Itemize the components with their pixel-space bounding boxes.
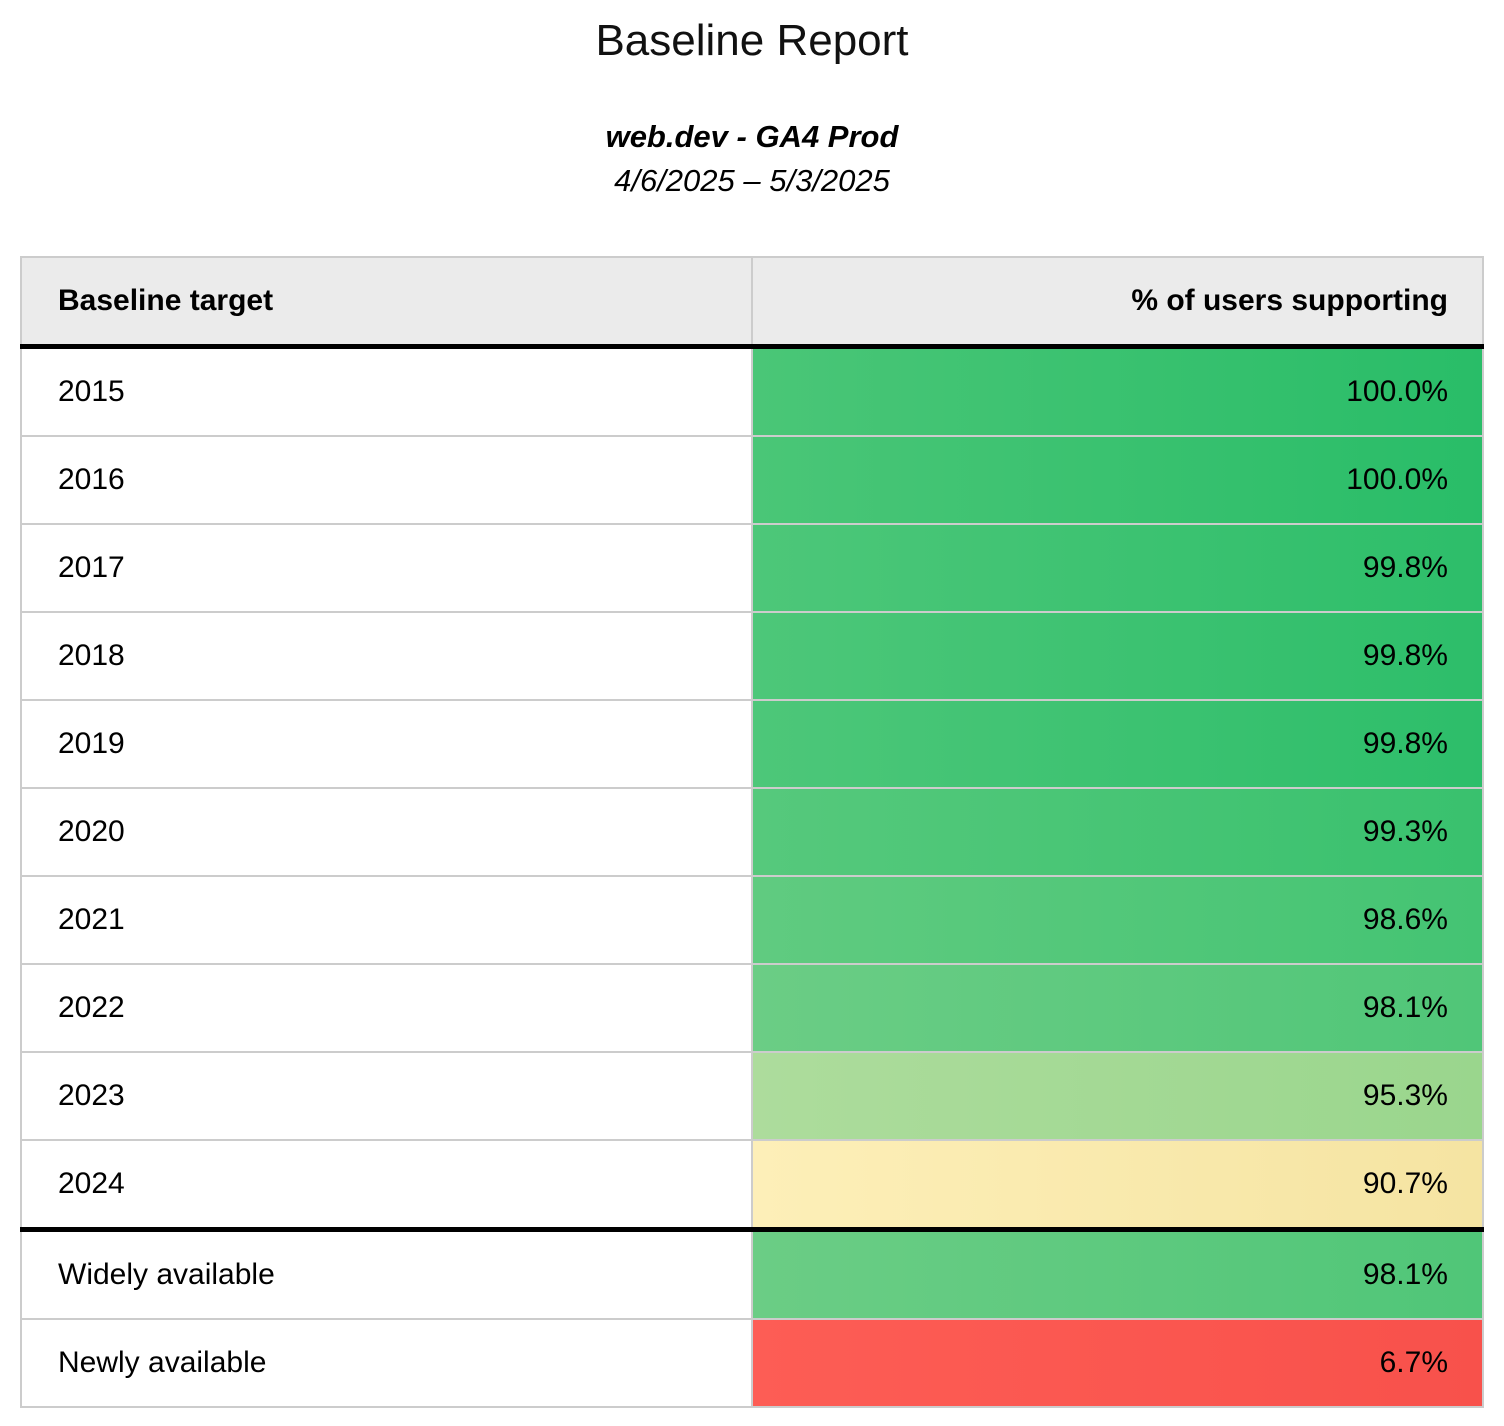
row-label: 2020 xyxy=(20,786,753,877)
table-row: 2022 98.1% xyxy=(20,962,1484,1053)
table-row: 2015 100.0% xyxy=(20,345,1484,437)
baseline-table: Baseline target % of users supporting 20… xyxy=(20,255,1484,1408)
row-label: 2022 xyxy=(20,962,753,1053)
row-value: 100.0% xyxy=(751,345,1484,437)
row-value: 98.6% xyxy=(751,874,1484,965)
row-value: 90.7% xyxy=(751,1138,1484,1231)
row-label: 2016 xyxy=(20,434,753,525)
header-users-supporting: % of users supporting xyxy=(751,255,1484,349)
row-value: 99.3% xyxy=(751,786,1484,877)
row-label: Newly available xyxy=(20,1317,753,1408)
row-value: 99.8% xyxy=(751,698,1484,789)
table-row: Newly available 6.7% xyxy=(20,1317,1484,1408)
table-header: Baseline target % of users supporting xyxy=(20,255,1484,349)
page-title: Baseline Report xyxy=(595,16,909,65)
row-value: 99.8% xyxy=(751,610,1484,701)
row-value: 6.7% xyxy=(751,1317,1484,1408)
table-row: 2019 99.8% xyxy=(20,698,1484,789)
row-label: 2018 xyxy=(20,610,753,701)
row-label: 2024 xyxy=(20,1138,753,1231)
table-row: 2020 99.3% xyxy=(20,786,1484,877)
row-label: 2023 xyxy=(20,1050,753,1141)
row-value: 95.3% xyxy=(751,1050,1484,1141)
table-row: 2016 100.0% xyxy=(20,434,1484,525)
row-value: 98.1% xyxy=(751,1226,1484,1320)
table-body: 2015 100.0% 2016 100.0% 2017 99.8% 2018 … xyxy=(20,345,1484,1408)
table-row: 2018 99.8% xyxy=(20,610,1484,701)
row-label: Widely available xyxy=(20,1226,753,1320)
row-label: 2019 xyxy=(20,698,753,789)
header-baseline-target: Baseline target xyxy=(20,255,753,349)
row-value: 98.1% xyxy=(751,962,1484,1053)
row-label: 2017 xyxy=(20,522,753,613)
row-value: 99.8% xyxy=(751,522,1484,613)
table-row: 2021 98.6% xyxy=(20,874,1484,965)
row-label: 2021 xyxy=(20,874,753,965)
row-value: 100.0% xyxy=(751,434,1484,525)
row-label: 2015 xyxy=(20,345,753,437)
table-row: 2024 90.7% xyxy=(20,1138,1484,1231)
table-row: 2017 99.8% xyxy=(20,522,1484,613)
table-row: Widely available 98.1% xyxy=(20,1226,1484,1320)
report-date-range: 4/6/2025 – 5/3/2025 xyxy=(614,163,890,199)
report-subtitle: web.dev - GA4 Prod xyxy=(605,118,899,154)
header-row: Baseline target % of users supporting xyxy=(20,255,1484,349)
table-row: 2023 95.3% xyxy=(20,1050,1484,1141)
